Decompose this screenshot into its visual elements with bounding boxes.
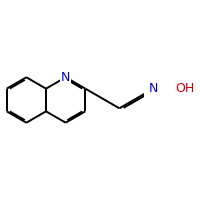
Text: OH: OH xyxy=(175,82,194,95)
Text: N: N xyxy=(61,71,70,84)
Text: N: N xyxy=(149,82,158,95)
